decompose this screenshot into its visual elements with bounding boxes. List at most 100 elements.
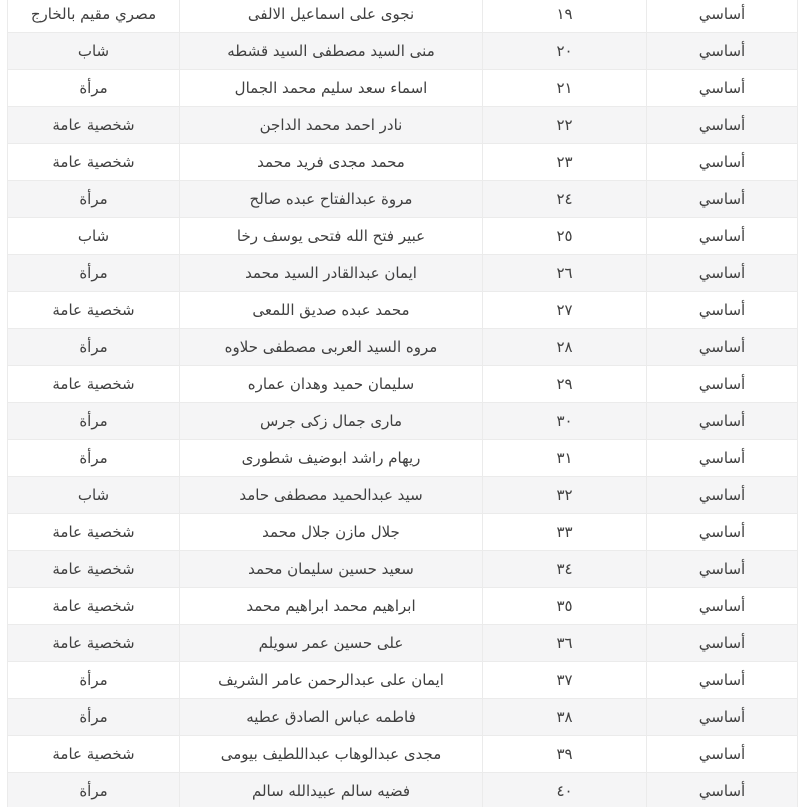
table-row: أساسي ٣٨ فاطمه عباس الصادق عطيه مرأة <box>7 698 798 736</box>
cell-row-number: ٢٥ <box>482 217 647 255</box>
cell-name: عبير فتح الله فتحى يوسف رخا <box>179 217 483 255</box>
table-row: أساسي ١٩ نجوى على اسماعيل الالفى مصري مق… <box>7 0 798 33</box>
cell-name: جلال مازن جلال محمد <box>179 513 483 551</box>
cell-row-number: ٤٠ <box>482 772 647 807</box>
table-row: أساسي ٢٠ منى السيد مصطفى السيد قشطه شاب <box>7 32 798 70</box>
table-row: أساسي ٣٥ ابراهيم محمد ابراهيم محمد شخصية… <box>7 587 798 625</box>
cell-membership-type: أساسي <box>646 661 798 699</box>
cell-membership-type: أساسي <box>646 587 798 625</box>
cell-category: مرأة <box>7 328 180 366</box>
table-row: أساسي ٢٤ مروة عبدالفتاح عبده صالح مرأة <box>7 180 798 218</box>
table-row: أساسي ٣٧ ايمان على عبدالرحمن عامر الشريف… <box>7 661 798 699</box>
cell-row-number: ٢٧ <box>482 291 647 329</box>
cell-name: على حسين عمر سويلم <box>179 624 483 662</box>
cell-category: مرأة <box>7 772 180 807</box>
cell-category: شخصية عامة <box>7 365 180 403</box>
cell-name: فضيه سالم عبيدالله سالم <box>179 772 483 807</box>
cell-membership-type: أساسي <box>646 32 798 70</box>
table-row: أساسي ٢٧ محمد عبده صديق اللمعى شخصية عام… <box>7 291 798 329</box>
cell-membership-type: أساسي <box>646 402 798 440</box>
cell-category: شخصية عامة <box>7 735 180 773</box>
cell-row-number: ٣٧ <box>482 661 647 699</box>
cell-name: سيد عبدالحميد مصطفى حامد <box>179 476 483 514</box>
cell-category: شخصية عامة <box>7 624 180 662</box>
cell-row-number: ٣٨ <box>482 698 647 736</box>
cell-category: شخصية عامة <box>7 550 180 588</box>
cell-name: فاطمه عباس الصادق عطيه <box>179 698 483 736</box>
cell-category: شخصية عامة <box>7 143 180 181</box>
cell-category: شاب <box>7 32 180 70</box>
cell-name: سعيد حسين سليمان محمد <box>179 550 483 588</box>
cell-category: شخصية عامة <box>7 513 180 551</box>
table-row: أساسي ٢٩ سليمان حميد وهدان عماره شخصية ع… <box>7 365 798 403</box>
cell-name: منى السيد مصطفى السيد قشطه <box>179 32 483 70</box>
table-row: أساسي ٢٣ محمد مجدى فريد محمد شخصية عامة <box>7 143 798 181</box>
cell-name: محمد مجدى فريد محمد <box>179 143 483 181</box>
cell-category: شاب <box>7 476 180 514</box>
cell-membership-type: أساسي <box>646 0 798 33</box>
cell-row-number: ٣٥ <box>482 587 647 625</box>
cell-membership-type: أساسي <box>646 439 798 477</box>
cell-name: مروه السيد العربى مصطفى حلاوه <box>179 328 483 366</box>
cell-membership-type: أساسي <box>646 143 798 181</box>
cell-name: نجوى على اسماعيل الالفى <box>179 0 483 33</box>
cell-category: مرأة <box>7 69 180 107</box>
cell-row-number: ٣١ <box>482 439 647 477</box>
cell-category: مرأة <box>7 661 180 699</box>
cell-row-number: ٣٢ <box>482 476 647 514</box>
cell-row-number: ٢٢ <box>482 106 647 144</box>
cell-row-number: ٢٣ <box>482 143 647 181</box>
table-row: أساسي ٢١ اسماء سعد سليم محمد الجمال مرأة <box>7 69 798 107</box>
cell-name: ابراهيم محمد ابراهيم محمد <box>179 587 483 625</box>
cell-row-number: ٣٤ <box>482 550 647 588</box>
cell-row-number: ٢٠ <box>482 32 647 70</box>
cell-name: ايمان على عبدالرحمن عامر الشريف <box>179 661 483 699</box>
cell-row-number: ٢١ <box>482 69 647 107</box>
cell-row-number: ١٩ <box>482 0 647 33</box>
cell-name: محمد عبده صديق اللمعى <box>179 291 483 329</box>
cell-name: نادر احمد محمد الداجن <box>179 106 483 144</box>
table-row: أساسي ٣٩ مجدى عبدالوهاب عبداللطيف بيومى … <box>7 735 798 773</box>
cell-name: ريهام راشد ابوضيف شطورى <box>179 439 483 477</box>
cell-category: مرأة <box>7 180 180 218</box>
cell-row-number: ٣٩ <box>482 735 647 773</box>
table-row: أساسي ٣٦ على حسين عمر سويلم شخصية عامة <box>7 624 798 662</box>
cell-name: اسماء سعد سليم محمد الجمال <box>179 69 483 107</box>
cell-name: مارى جمال زكى جرس <box>179 402 483 440</box>
cell-membership-type: أساسي <box>646 513 798 551</box>
members-table: أساسي ١٩ نجوى على اسماعيل الالفى مصري مق… <box>7 0 798 807</box>
cell-row-number: ٣٠ <box>482 402 647 440</box>
cell-name: ايمان عبدالقادر السيد محمد <box>179 254 483 292</box>
cell-row-number: ٢٤ <box>482 180 647 218</box>
cell-membership-type: أساسي <box>646 180 798 218</box>
cell-category: مرأة <box>7 698 180 736</box>
table-row: أساسي ٣١ ريهام راشد ابوضيف شطورى مرأة <box>7 439 798 477</box>
table-row: أساسي ٣٠ مارى جمال زكى جرس مرأة <box>7 402 798 440</box>
cell-membership-type: أساسي <box>646 328 798 366</box>
cell-membership-type: أساسي <box>646 365 798 403</box>
cell-membership-type: أساسي <box>646 698 798 736</box>
cell-category: شاب <box>7 217 180 255</box>
cell-name: مروة عبدالفتاح عبده صالح <box>179 180 483 218</box>
cell-category: مصري مقيم بالخارج <box>7 0 180 33</box>
cell-category: شخصية عامة <box>7 291 180 329</box>
cell-membership-type: أساسي <box>646 624 798 662</box>
table-body: أساسي ١٩ نجوى على اسماعيل الالفى مصري مق… <box>7 0 798 807</box>
cell-membership-type: أساسي <box>646 476 798 514</box>
cell-category: مرأة <box>7 402 180 440</box>
table-row: أساسي ٣٣ جلال مازن جلال محمد شخصية عامة <box>7 513 798 551</box>
table-row: أساسي ٢٢ نادر احمد محمد الداجن شخصية عام… <box>7 106 798 144</box>
cell-membership-type: أساسي <box>646 106 798 144</box>
cell-row-number: ٢٩ <box>482 365 647 403</box>
cell-name: سليمان حميد وهدان عماره <box>179 365 483 403</box>
cell-membership-type: أساسي <box>646 772 798 807</box>
table-row: أساسي ٢٨ مروه السيد العربى مصطفى حلاوه م… <box>7 328 798 366</box>
cell-category: مرأة <box>7 254 180 292</box>
table-row: أساسي ٣٢ سيد عبدالحميد مصطفى حامد شاب <box>7 476 798 514</box>
table-row: أساسي ٣٤ سعيد حسين سليمان محمد شخصية عام… <box>7 550 798 588</box>
cell-row-number: ٢٦ <box>482 254 647 292</box>
cell-membership-type: أساسي <box>646 550 798 588</box>
cell-membership-type: أساسي <box>646 291 798 329</box>
table-row: أساسي ٢٥ عبير فتح الله فتحى يوسف رخا شاب <box>7 217 798 255</box>
